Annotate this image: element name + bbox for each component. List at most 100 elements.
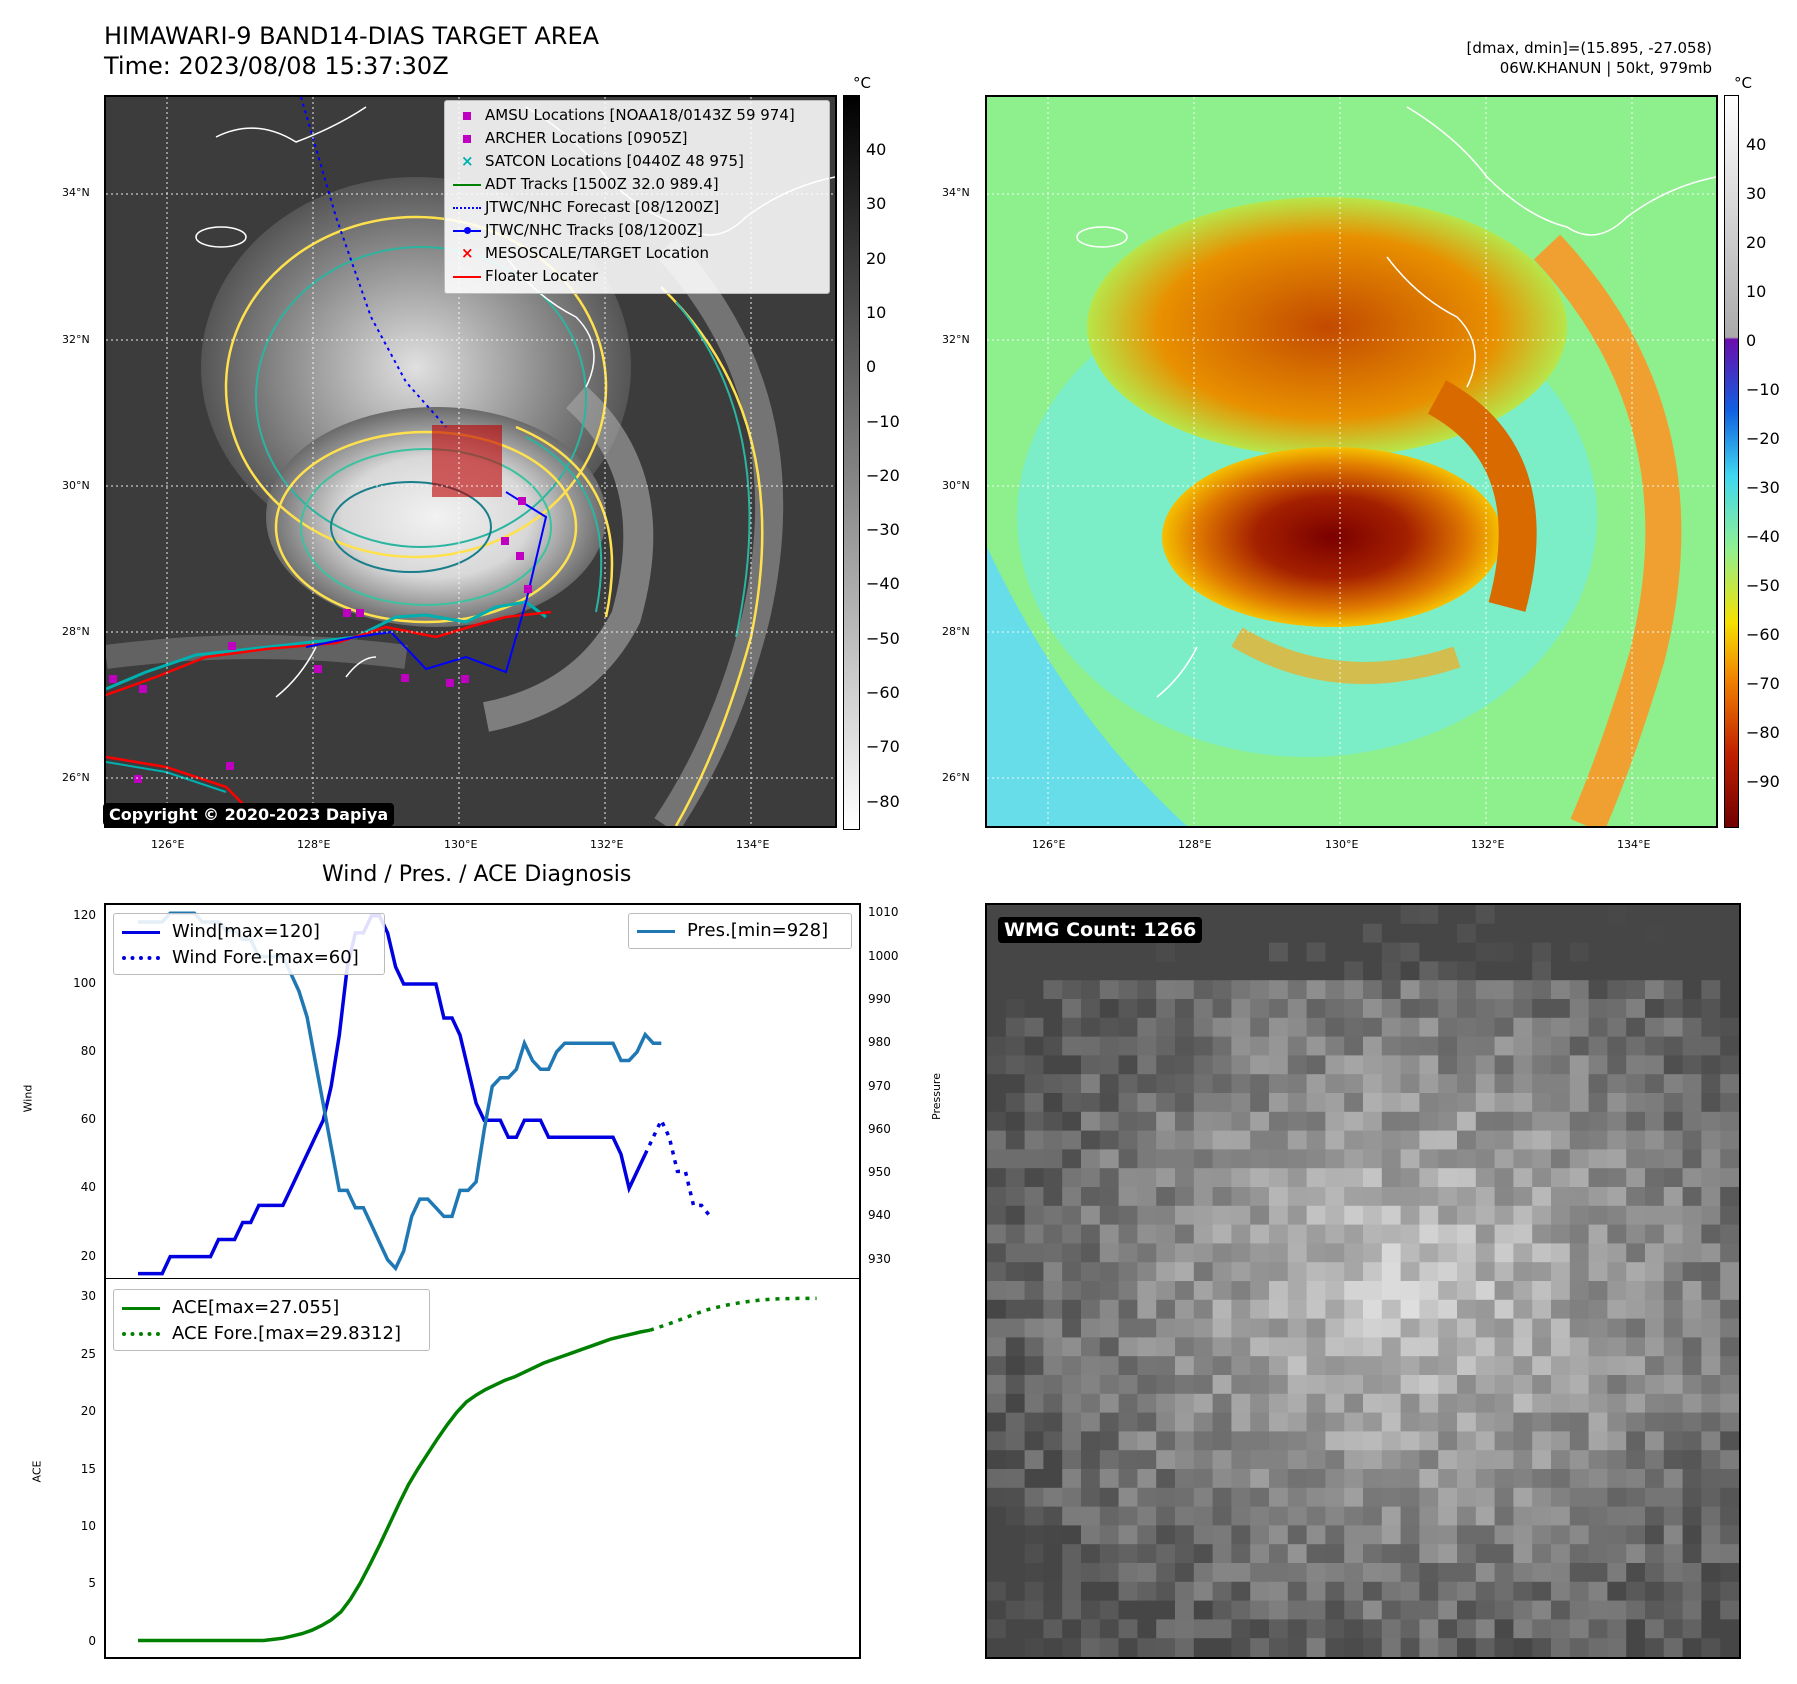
wmg-pixel [1062, 1525, 1082, 1545]
wmg-pixel [1231, 1055, 1251, 1075]
wmg-pixel [1024, 1544, 1044, 1564]
wmg-pixel [1438, 1581, 1458, 1602]
wmg-pixel [1607, 905, 1627, 925]
wmg-pixel [1287, 1130, 1308, 1150]
lon-label-132e: 132°E [590, 838, 624, 851]
wmg-pixel [1344, 980, 1364, 1000]
wmg-pixel [1419, 1600, 1439, 1620]
wmg-pixel [1475, 1450, 1496, 1470]
wmg-pixel [1607, 1149, 1627, 1169]
wmg-pixel [1607, 923, 1627, 944]
wmg-pixel [1005, 1638, 1026, 1657]
wmg-pixel-grid [987, 905, 1739, 1657]
wmg-pixel [1175, 1469, 1195, 1489]
wmg-pixel [1720, 1581, 1739, 1602]
pressure-axis-tick: 970 [868, 1078, 891, 1093]
wmg-pixel [1231, 961, 1251, 981]
wmg-pixel [1438, 1130, 1458, 1150]
wmg-pixel [1287, 1412, 1308, 1432]
wmg-pixel [1118, 1281, 1138, 1301]
lat-label-26n: 26°N [62, 771, 90, 784]
wmg-pixel [987, 1205, 1007, 1226]
wmg-pixel [1231, 1243, 1251, 1263]
wmg-pixel [1175, 1074, 1195, 1094]
wmg-pixel [1626, 1393, 1646, 1414]
wmg-pixel [1513, 1544, 1533, 1564]
wmg-pixel [1663, 1356, 1684, 1376]
wmg-pixel [1569, 1393, 1590, 1414]
wmg-pixel [1137, 1168, 1157, 1188]
wmg-pixel [1701, 1619, 1721, 1639]
wmg-pixel [987, 1375, 1007, 1395]
wmg-pixel [1043, 1393, 1063, 1414]
wmg-pixel [1419, 1393, 1439, 1414]
wmg-pixel [1269, 923, 1289, 944]
wmg-pixel [1344, 961, 1364, 981]
wmg-pixel [1212, 1469, 1232, 1489]
wmg-pixel [1175, 942, 1195, 962]
wmg-pixel [1062, 1600, 1082, 1620]
wmg-pixel [1306, 1412, 1326, 1432]
pressure-axis-tick: 950 [868, 1165, 891, 1180]
wmg-pixel [1720, 1450, 1739, 1470]
wmg-pixel [1193, 1299, 1214, 1320]
wmg-pixel [1269, 1187, 1289, 1207]
wmg-pixel [1081, 1563, 1101, 1583]
wmg-pixel [1532, 1055, 1552, 1075]
legend-label-jtwc-forecast: JTWC/NHC Forecast [08/1200Z] [485, 198, 720, 216]
wmg-pixel [1024, 1149, 1044, 1169]
wmg-pixel [1099, 1544, 1120, 1564]
wmg-pixel [1419, 923, 1439, 944]
wmg-pixel [1682, 1525, 1702, 1545]
wmg-pixel [1024, 1450, 1044, 1470]
wmg-pixel [1682, 1375, 1702, 1395]
wmg-pixel [1175, 1563, 1195, 1583]
wmg-pixel [1381, 1168, 1402, 1188]
pressure-axis-tick: 980 [868, 1035, 891, 1050]
wmg-pixel [1212, 1525, 1232, 1545]
wmg-pixel [1156, 1281, 1176, 1301]
wmg-pixel [1363, 1393, 1383, 1414]
wmg-pixel [1494, 1093, 1514, 1113]
wmg-pixel [1645, 1318, 1665, 1338]
wmg-pixel [1099, 1074, 1120, 1094]
wmg-pixel [1325, 1412, 1345, 1432]
wmg-pixel [1269, 1017, 1289, 1038]
wmg-pixel [1682, 1224, 1702, 1244]
wmg-pixel [1193, 980, 1214, 1000]
wmg-pixel [1250, 1036, 1270, 1056]
wmg-pixel [1081, 1111, 1101, 1132]
wmg-pixel [1532, 1393, 1552, 1414]
wmg-pixel [1175, 1431, 1195, 1451]
wmg-pixel [1005, 1205, 1026, 1226]
wmg-pixel [1062, 1581, 1082, 1602]
wmg-pixel [1099, 1393, 1120, 1414]
wmg-pixel [1212, 1093, 1232, 1113]
wmg-pixel [1250, 942, 1270, 962]
wmg-pixel [1005, 1412, 1026, 1432]
wmg-pixel [1363, 1581, 1383, 1602]
wmg-pixel [987, 961, 1007, 981]
wmg-pixel [1156, 1450, 1176, 1470]
wmg-pixel [1175, 1619, 1195, 1639]
wmg-pixel [1137, 1036, 1157, 1056]
wmg-pixel [1137, 1224, 1157, 1244]
wmg-pixel [1005, 1224, 1026, 1244]
wmg-pixel [1325, 1581, 1345, 1602]
wmg-pixel [1043, 1375, 1063, 1395]
wmg-pixel [987, 1356, 1007, 1376]
wmg-pixel [1513, 942, 1533, 962]
wmg-pixel [1532, 1431, 1552, 1451]
wmg-pixel [1438, 1205, 1458, 1226]
wmg-pixel [1306, 1619, 1326, 1639]
wmg-pixel [1118, 1525, 1138, 1545]
wmg-pixel [987, 1563, 1007, 1583]
wind-legend: Wind[max=120] Wind Fore.[max=60] [113, 913, 385, 975]
wmg-pixel [1287, 1525, 1308, 1545]
wmg-pixel [1532, 1281, 1552, 1301]
wmg-pixel [1156, 1506, 1176, 1526]
wmg-pixel [1607, 1619, 1627, 1639]
wmg-pixel [1607, 1337, 1627, 1357]
wmg-pixel [1118, 1431, 1138, 1451]
wmg-pixel [1269, 1149, 1289, 1169]
